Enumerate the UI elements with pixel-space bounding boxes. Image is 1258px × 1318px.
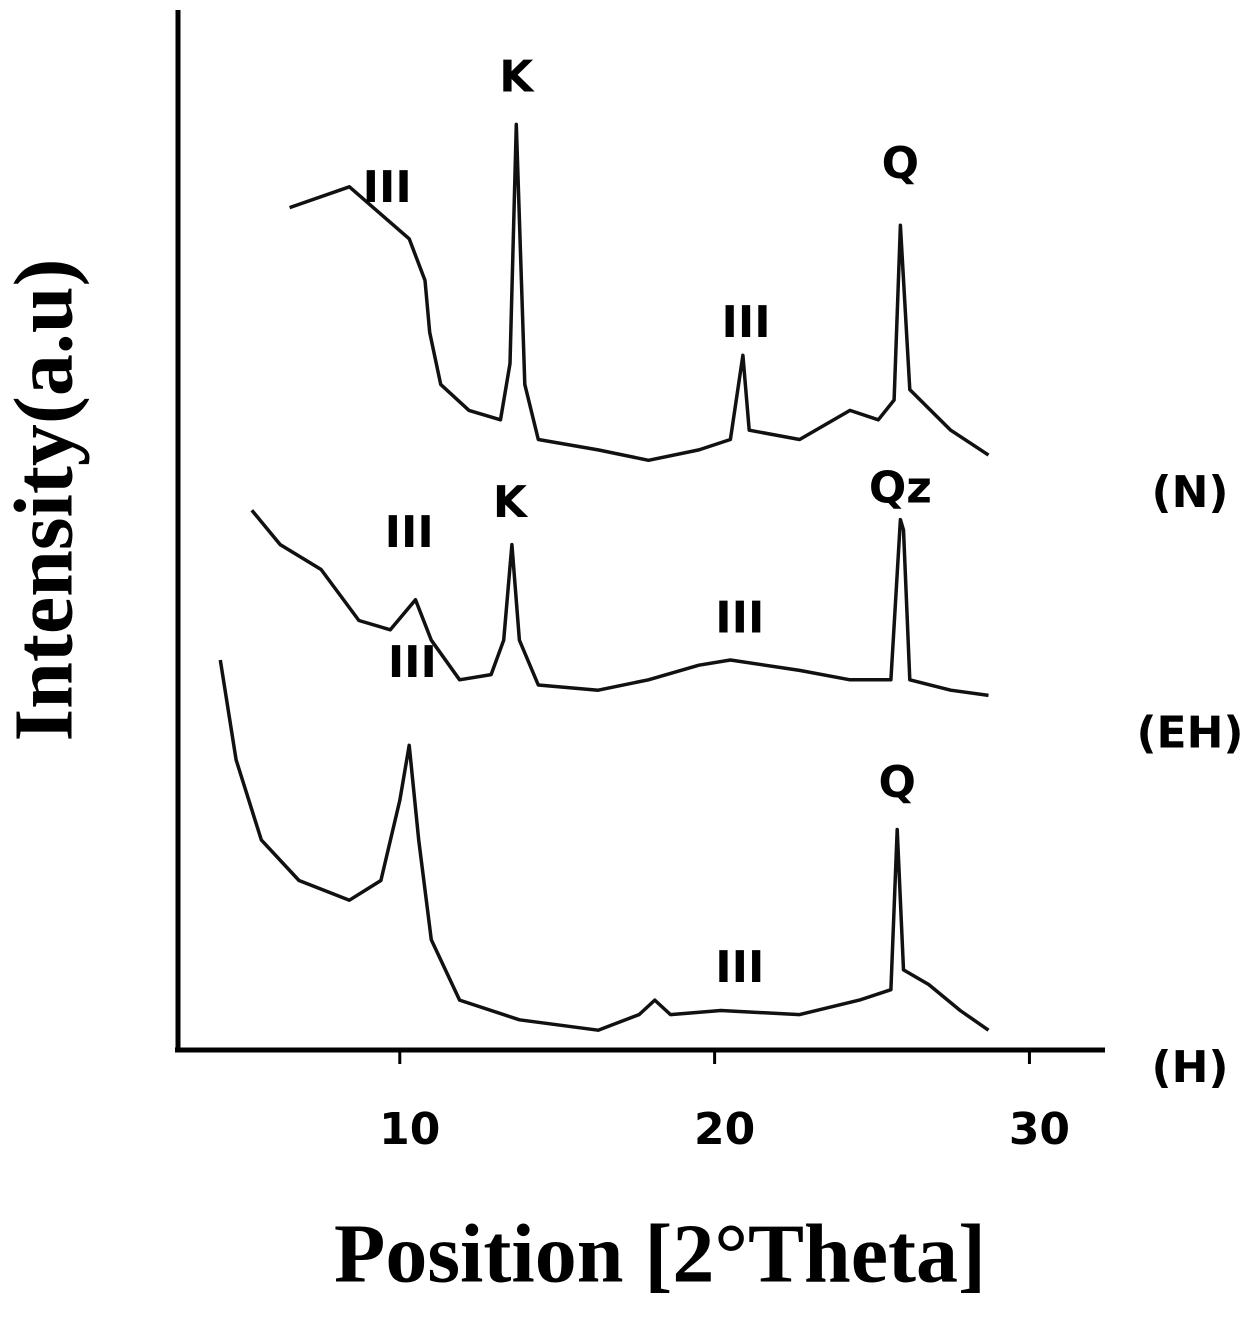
peak-label: III [363, 162, 412, 213]
series-label: (EH) [1136, 707, 1243, 758]
peak-label: K [499, 52, 535, 103]
y-axis-title: Intensity(a.u) [0, 258, 90, 741]
series-line [218, 659, 990, 1032]
peak-label: Q [882, 138, 919, 189]
peak-label: III [388, 637, 437, 688]
series-line [250, 509, 989, 698]
x-axis-title: Position [2°Theta] [334, 1207, 986, 1300]
x-tick-label: 20 [694, 1104, 755, 1155]
peak-label: III [722, 297, 771, 348]
series-line [289, 122, 990, 463]
peak-label: Qz [869, 462, 932, 513]
x-tick-label: 10 [379, 1104, 440, 1155]
peak-label: Q [879, 757, 916, 808]
peak-label: III [715, 942, 764, 993]
peak-label: III [385, 507, 434, 558]
x-tick-label: 30 [1009, 1104, 1070, 1155]
series-label: (N) [1151, 467, 1228, 518]
peak-label: III [715, 592, 764, 643]
peak-label: K [493, 477, 529, 528]
series-label: (H) [1151, 1042, 1228, 1093]
